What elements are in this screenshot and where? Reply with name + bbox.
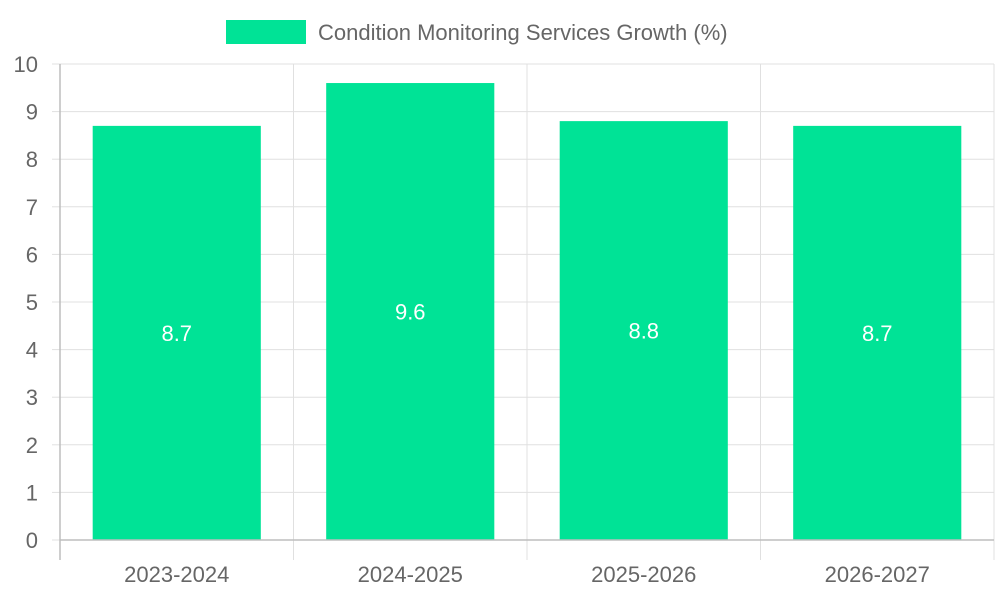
x-tick-label: 2025-2026 [591, 562, 696, 587]
legend[interactable]: Condition Monitoring Services Growth (%) [226, 20, 728, 45]
x-tick-label: 2026-2027 [825, 562, 930, 587]
bar-2025-2026[interactable] [559, 121, 728, 541]
x-tick-label: 2024-2025 [358, 562, 463, 587]
bar-2024-2025[interactable] [326, 83, 495, 540]
y-tick-label: 5 [26, 290, 38, 315]
y-tick-label: 3 [26, 385, 38, 410]
x-tick-label: 2023-2024 [124, 562, 229, 587]
y-tick-label: 2 [26, 433, 38, 458]
data-labels: 8.7 9.6 8.8 8.7 [161, 300, 892, 346]
bar-2023-2024[interactable] [92, 125, 261, 540]
data-label: 8.7 [862, 321, 893, 346]
y-tick-label: 10 [14, 52, 38, 77]
y-tick-label: 9 [26, 100, 38, 125]
data-label: 8.8 [628, 319, 659, 344]
bar-2026-2027[interactable] [793, 125, 962, 540]
legend-label[interactable]: Condition Monitoring Services Growth (%) [318, 20, 728, 45]
axes: 0 1 2 3 4 5 6 7 8 9 10 2023-2024 2024-2025 2025-2026 2… [14, 52, 994, 587]
y-tick-label: 7 [26, 195, 38, 220]
y-tick-label: 1 [26, 480, 38, 505]
data-label: 8.7 [161, 321, 192, 346]
data-label: 9.6 [395, 300, 426, 325]
y-tick-label: 6 [26, 242, 38, 267]
y-tick-label: 8 [26, 147, 38, 172]
y-tick-label: 4 [26, 338, 38, 363]
legend-swatch[interactable] [226, 20, 306, 44]
y-tick-label: 0 [26, 528, 38, 553]
bars [92, 83, 962, 541]
